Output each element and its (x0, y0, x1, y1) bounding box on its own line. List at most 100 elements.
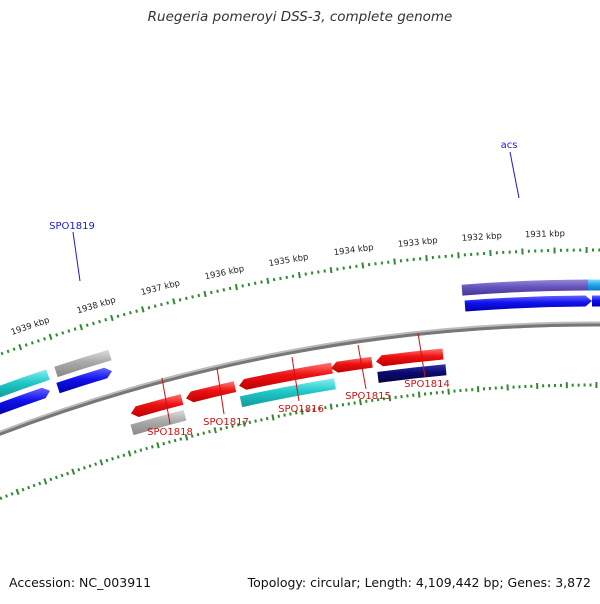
tick-label: 1937 kbp (140, 278, 181, 298)
tick-mark (130, 311, 131, 314)
tick-label: 1936 kbp (204, 264, 245, 282)
tick-label: 1934 kbp (333, 243, 374, 258)
tick-mark (325, 406, 326, 409)
tick-label: 1933 kbp (397, 236, 438, 250)
tick-mark (163, 442, 164, 445)
tick-mark (26, 344, 27, 347)
tick-mark (44, 337, 45, 340)
tick-mark (118, 456, 119, 459)
tick-mark (249, 283, 250, 286)
callout-line (73, 232, 80, 281)
tick-mark (242, 284, 243, 287)
gene-acs-feature (462, 280, 588, 296)
tick-mark (118, 315, 119, 318)
gene-label-spo1818[interactable]: SPO1818 (147, 427, 193, 438)
tick-label: 1932 kbp (462, 231, 503, 244)
tick-mark (279, 415, 280, 418)
tick-mark (112, 457, 113, 460)
backbone-layer (0, 324, 600, 470)
tick-mark (230, 287, 231, 290)
tick-mark (211, 291, 212, 294)
tick-mark (124, 313, 125, 316)
tick-mark (157, 442, 159, 448)
tick-mark (100, 460, 102, 466)
tick-mark (0, 497, 1, 500)
tick-mark (142, 307, 144, 313)
tick-mark (56, 476, 57, 479)
tick-mark (95, 463, 96, 466)
tick-mark (180, 438, 181, 441)
tick-mark (217, 290, 218, 293)
tick-mark (169, 441, 170, 444)
tick-mark (199, 294, 200, 297)
tick-mark (12, 493, 13, 496)
tick-mark (306, 273, 307, 276)
tick-mark (129, 451, 131, 457)
gene-label-spo1815[interactable]: SPO1815 (345, 391, 391, 402)
tick-mark (84, 466, 85, 469)
tick-mark (78, 468, 79, 471)
tick-mark (331, 267, 332, 273)
tick-mark (44, 479, 46, 485)
gene-label-spo1816[interactable]: SPO1816 (278, 404, 324, 415)
gene-label-spo1817[interactable]: SPO1817 (203, 417, 249, 428)
genome-backbone (0, 325, 600, 470)
map-title: Ruegeria pomeroyi DSS-3, complete genome (0, 9, 600, 25)
tick-mark (93, 322, 94, 325)
callout-line (510, 152, 519, 198)
tick-mark (32, 342, 33, 345)
accession-text: Accession: NC_003911 (9, 575, 151, 590)
tick-mark (135, 450, 136, 453)
tick-mark (136, 310, 137, 313)
tick-label: 1935 kbp (268, 252, 309, 269)
tick-mark (6, 495, 7, 498)
tick-mark (192, 295, 193, 298)
tick-mark (90, 465, 91, 468)
tick-mark (175, 439, 176, 442)
tick-mark (87, 324, 88, 327)
gene-feature (465, 296, 592, 312)
tick-label: 1938 kbp (76, 295, 117, 316)
tick-label: 1931 kbp (525, 229, 565, 240)
tick-mark (146, 447, 147, 450)
gene-feature (592, 295, 600, 306)
gene-label-acs[interactable]: acs (501, 140, 518, 151)
gene-label-spo1819[interactable]: SPO1819 (49, 221, 95, 232)
tick-mark (419, 392, 420, 398)
tick-mark (161, 303, 162, 306)
tick-mark (458, 252, 459, 258)
gene-label-spo1814[interactable]: SPO1814 (404, 379, 450, 390)
tick-mark (99, 320, 100, 323)
tick-mark (50, 478, 51, 481)
gene-spo1817-feature (186, 381, 236, 402)
tick-mark (349, 402, 350, 405)
tick-mark (19, 344, 21, 350)
tick-mark (107, 459, 108, 462)
tick-mark (203, 432, 204, 435)
tick-mark (204, 291, 205, 297)
tick-mark (62, 332, 63, 335)
gene-spo1814-feature (376, 349, 444, 367)
tick-mark (105, 318, 106, 321)
tick-mark (272, 415, 273, 421)
genome-summary-text: Topology: circular; Length: 4,109,442 bp… (248, 575, 591, 590)
tick-mark (155, 305, 156, 308)
tick-mark (209, 430, 210, 433)
tick-mark (180, 298, 181, 301)
tick-mark (111, 315, 113, 321)
tick-mark (287, 276, 288, 279)
tick-mark (274, 278, 275, 281)
tick-mark (67, 472, 68, 475)
tick-mark (123, 454, 124, 457)
tick-mark (312, 272, 313, 275)
tick-mark (23, 488, 24, 491)
tick-mark (39, 482, 40, 485)
tick-mark (337, 404, 338, 407)
tick-mark (293, 275, 294, 278)
tick-mark (426, 255, 427, 261)
tick-mark (250, 421, 251, 424)
tick-mark (149, 306, 150, 309)
tick-mark (394, 259, 395, 265)
